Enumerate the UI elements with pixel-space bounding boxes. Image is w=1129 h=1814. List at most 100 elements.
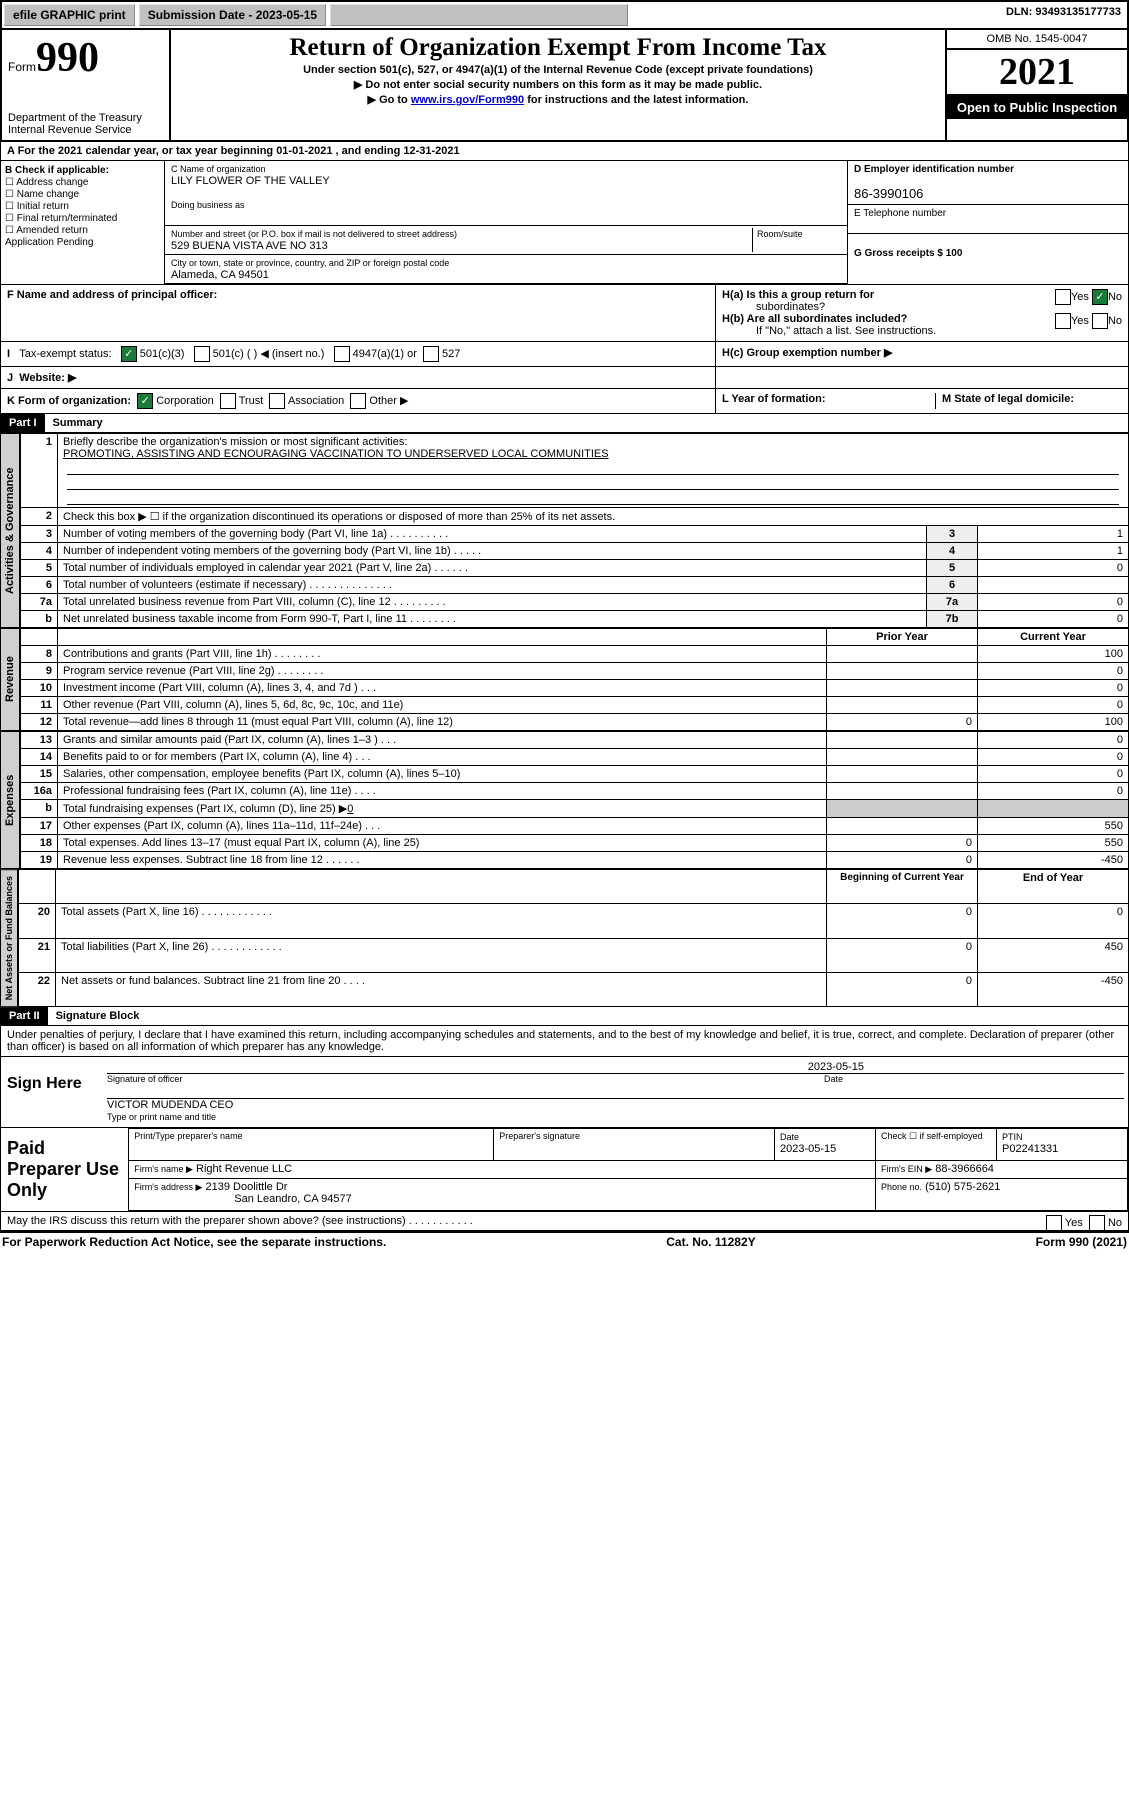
part1-label: Part I bbox=[1, 414, 45, 432]
val16a: 0 bbox=[978, 783, 1129, 800]
preparer-sig-label: Preparer's signature bbox=[494, 1129, 775, 1161]
discuss-question: May the IRS discuss this return with the… bbox=[7, 1215, 473, 1227]
p19: 0 bbox=[827, 852, 978, 869]
section-b: B Check if applicable: ☐ Address change … bbox=[1, 161, 165, 284]
summary-table: 1 Briefly describe the organization's mis… bbox=[20, 433, 1129, 628]
form-label: Form bbox=[8, 60, 36, 74]
dba-label: Doing business as bbox=[171, 200, 245, 210]
cb-amended[interactable]: Amended return bbox=[16, 225, 88, 236]
ein-label: D Employer identification number bbox=[854, 164, 1014, 175]
inspection-label: Open to Public Inspection bbox=[947, 96, 1127, 119]
current-year-header: Current Year bbox=[978, 629, 1129, 646]
hb-no-checkbox[interactable] bbox=[1092, 313, 1108, 329]
line15: Salaries, other compensation, employee b… bbox=[58, 766, 827, 783]
line2: Check this box ▶ ☐ if the organization d… bbox=[58, 508, 1129, 526]
pdate-value: 2023-05-15 bbox=[780, 1143, 836, 1155]
submission-date-button[interactable]: Submission Date - 2023-05-15 bbox=[139, 4, 326, 26]
firm-name: Right Revenue LLC bbox=[196, 1163, 292, 1175]
val15: 0 bbox=[978, 766, 1129, 783]
cb-pending[interactable]: Application Pending bbox=[5, 237, 93, 248]
efile-button[interactable]: efile GRAPHIC print bbox=[4, 4, 135, 26]
val16b: 0 bbox=[347, 803, 353, 815]
firm-name-label: Firm's name ▶ bbox=[134, 1164, 193, 1174]
c-label: C Name of organization bbox=[171, 164, 266, 174]
line12: Total revenue—add lines 8 through 11 (mu… bbox=[58, 714, 827, 731]
line16a: Professional fundraising fees (Part IX, … bbox=[58, 783, 827, 800]
527-label: 527 bbox=[442, 348, 460, 360]
val5: 0 bbox=[978, 560, 1129, 577]
val9: 0 bbox=[978, 663, 1129, 680]
dln-text: DLN: 93493135177733 bbox=[1000, 2, 1127, 28]
501c3-label: 501(c)(3) bbox=[140, 348, 185, 360]
line8: Contributions and grants (Part VIII, lin… bbox=[58, 646, 827, 663]
addr-label: Number and street (or P.O. box if mail i… bbox=[171, 229, 457, 239]
subtitle-2: ▶ Do not enter social security numbers o… bbox=[177, 78, 939, 91]
name-title-label: Type or print name and title bbox=[107, 1112, 216, 1122]
pdate-label: Date bbox=[780, 1132, 799, 1142]
summary-label: Summary bbox=[45, 414, 111, 432]
line4: Number of independent voting members of … bbox=[58, 543, 927, 560]
org-name: LILY FLOWER OF THE VALLEY bbox=[171, 175, 330, 187]
self-employed-check[interactable]: Check ☐ if self-employed bbox=[876, 1129, 997, 1161]
hb-yes-checkbox[interactable] bbox=[1055, 313, 1071, 329]
assoc-checkbox[interactable] bbox=[269, 393, 285, 409]
irs-label: Internal Revenue Service bbox=[8, 124, 163, 136]
cb-address[interactable]: Address change bbox=[16, 177, 88, 188]
website-label: Website: ▶ bbox=[19, 372, 76, 384]
declaration-text: Under penalties of perjury, I declare th… bbox=[0, 1026, 1129, 1057]
officer-name: VICTOR MUDENDA CEO bbox=[107, 1099, 233, 1111]
501c3-checkbox[interactable]: ✓ bbox=[121, 346, 137, 362]
cat-no: Cat. No. 11282Y bbox=[666, 1235, 755, 1249]
line1-label: Briefly describe the organization's miss… bbox=[63, 436, 407, 448]
line11: Other revenue (Part VIII, column (A), li… bbox=[58, 697, 827, 714]
other-checkbox[interactable] bbox=[350, 393, 366, 409]
ptin-label: PTIN bbox=[1002, 1132, 1023, 1142]
discuss-no-checkbox[interactable] bbox=[1089, 1215, 1105, 1231]
line21: Total liabilities (Part X, line 26) . . … bbox=[56, 938, 827, 972]
tax-year: 2021 bbox=[947, 50, 1127, 96]
line7a: Total unrelated business revenue from Pa… bbox=[58, 594, 927, 611]
527-checkbox[interactable] bbox=[423, 346, 439, 362]
line3: Number of voting members of the governin… bbox=[58, 526, 927, 543]
room-label: Room/suite bbox=[757, 229, 803, 239]
l-label: L Year of formation: bbox=[722, 393, 826, 405]
blank-button[interactable] bbox=[330, 4, 628, 26]
cb-name[interactable]: Name change bbox=[17, 189, 79, 200]
corp-checkbox[interactable]: ✓ bbox=[137, 393, 153, 409]
netassets-table: Beginning of Current YearEnd of Year 20T… bbox=[18, 869, 1129, 1007]
ha-yes-checkbox[interactable] bbox=[1055, 289, 1071, 305]
ha-no-checkbox[interactable]: ✓ bbox=[1092, 289, 1108, 305]
activities-tab: Activities & Governance bbox=[0, 433, 20, 628]
cb-initial[interactable]: Initial return bbox=[17, 201, 69, 212]
line13: Grants and similar amounts paid (Part IX… bbox=[58, 732, 827, 749]
begin-year-header: Beginning of Current Year bbox=[827, 870, 978, 904]
tax-status-label: Tax-exempt status: bbox=[19, 348, 111, 360]
tel-label: E Telephone number bbox=[854, 208, 946, 219]
row-a: A For the 2021 calendar year, or tax yea… bbox=[0, 142, 1129, 161]
section-c: C Name of organizationLILY FLOWER OF THE… bbox=[165, 161, 847, 284]
firm-addr-label: Firm's address ▶ bbox=[134, 1182, 202, 1192]
irs-link[interactable]: www.irs.gov/Form990 bbox=[411, 94, 524, 106]
goto-suffix: for instructions and the latest informat… bbox=[524, 94, 748, 106]
501c-checkbox[interactable] bbox=[194, 346, 210, 362]
4947-checkbox[interactable] bbox=[334, 346, 350, 362]
discuss-yes-checkbox[interactable] bbox=[1046, 1215, 1062, 1231]
sign-here: Sign Here bbox=[1, 1057, 103, 1127]
b-label: B Check if applicable: bbox=[5, 165, 109, 176]
street-address: 529 BUENA VISTA AVE NO 313 bbox=[171, 240, 328, 252]
paid-preparer: Paid Preparer Use Only bbox=[1, 1128, 128, 1211]
cb-final[interactable]: Final return/terminated bbox=[17, 213, 118, 224]
val3: 1 bbox=[978, 526, 1129, 543]
gross-receipts: G Gross receipts $ 100 bbox=[854, 248, 962, 259]
revenue-table: Prior YearCurrent Year 8Contributions an… bbox=[20, 628, 1129, 731]
line7b: Net unrelated business taxable income fr… bbox=[58, 611, 927, 628]
trust-checkbox[interactable] bbox=[220, 393, 236, 409]
line16b: Total fundraising expenses (Part IX, col… bbox=[63, 803, 347, 815]
yes-label: Yes bbox=[1071, 291, 1089, 303]
val7a: 0 bbox=[978, 594, 1129, 611]
firm-ein: 88-3966664 bbox=[935, 1163, 994, 1175]
city-label: City or town, state or province, country… bbox=[171, 258, 449, 268]
form-footer: Form 990 (2021) bbox=[1036, 1235, 1127, 1249]
form-number: 990 bbox=[36, 35, 99, 81]
val14: 0 bbox=[978, 749, 1129, 766]
